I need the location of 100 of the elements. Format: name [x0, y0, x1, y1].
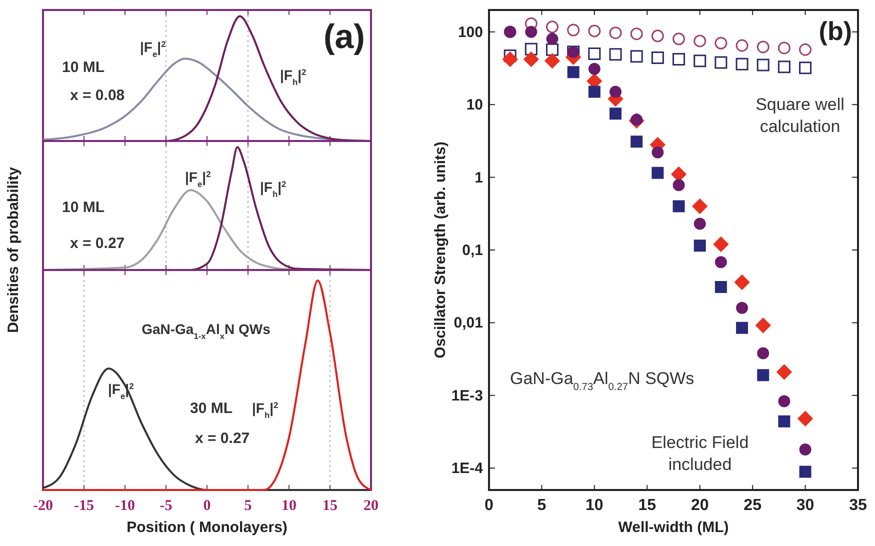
annotation: |F$_{h}$|$^{2}$	[280, 67, 307, 87]
point	[798, 410, 813, 426]
point	[757, 369, 770, 382]
point	[799, 466, 812, 478]
annotation: x = 0.08	[70, 87, 125, 104]
y-axis-title: Densities of probability	[5, 166, 22, 333]
point	[588, 24, 601, 38]
point	[652, 166, 664, 179]
x-tick-label: 5	[537, 497, 546, 514]
point	[778, 415, 790, 428]
annotation: 10 ML	[62, 199, 105, 216]
x-tick-label: 0	[203, 498, 211, 514]
x-tick-label: 15	[322, 498, 338, 514]
point	[546, 43, 559, 56]
point	[692, 198, 708, 214]
x-tick-label: 20	[364, 498, 378, 514]
point	[672, 32, 686, 46]
x-tick-label: 15	[638, 497, 656, 514]
point	[799, 444, 812, 456]
point	[609, 48, 622, 61]
y-tick-label: 0,1	[462, 242, 483, 259]
x-axis-title: Well-width (ML)	[618, 519, 729, 536]
y-tick-label: 10	[466, 96, 483, 114]
chart-title: (b)	[818, 16, 852, 46]
y-tick-label: 1E-4	[451, 460, 484, 478]
point	[799, 43, 812, 56]
point	[609, 26, 622, 40]
x-tick-label: 5	[244, 498, 252, 514]
point	[544, 53, 560, 68]
point	[652, 146, 664, 158]
point	[524, 42, 538, 56]
y-tick-label: 1E-3	[451, 387, 483, 404]
point	[694, 218, 706, 230]
chart-title: (a)	[323, 18, 365, 56]
point	[630, 50, 643, 63]
annotation: |F$_{e}$|$^{2}$	[185, 169, 212, 189]
point	[799, 62, 812, 74]
annotation: Electric Field included	[651, 433, 749, 474]
x-tick-label: 25	[744, 497, 762, 514]
x-tick-label: 30	[796, 497, 814, 514]
x-tick-label: 35	[849, 497, 867, 514]
annotation: |F$_{e}$|$^{2}$	[140, 39, 166, 59]
point	[756, 40, 770, 54]
point	[714, 56, 728, 69]
x-tick-label: 0	[484, 497, 494, 514]
annotation: |F$_{h}$|$^{2}$	[260, 179, 287, 199]
x-tick-label: -10	[115, 498, 135, 514]
point	[734, 274, 750, 290]
point	[694, 240, 706, 252]
annotation: x = 0.27	[70, 235, 125, 252]
x-tick-label: -5	[160, 498, 172, 514]
point	[567, 24, 580, 36]
point	[778, 60, 790, 74]
x-tick-label: -15	[74, 498, 94, 514]
annotation: x = 0.27	[195, 430, 250, 447]
point	[714, 256, 727, 268]
point	[502, 52, 518, 67]
point	[525, 26, 538, 38]
annotation: 30 ML	[190, 400, 233, 417]
point	[756, 58, 770, 72]
annotation: |F$_{h}$|$^{2}$	[252, 400, 279, 420]
point	[588, 62, 600, 75]
point	[671, 166, 686, 182]
x-tick-label: 10	[282, 498, 296, 514]
y-axis-title: Oscillator Strength (arb. units)	[432, 142, 449, 358]
point	[714, 280, 727, 293]
y-tick-label: 1	[474, 169, 483, 186]
point	[694, 34, 706, 48]
point	[694, 54, 706, 68]
point	[672, 53, 686, 66]
point	[630, 136, 643, 148]
point	[610, 108, 622, 120]
point	[713, 236, 729, 252]
point	[588, 48, 601, 60]
x-tick-label: -20	[33, 498, 53, 514]
point	[776, 364, 792, 380]
point	[546, 20, 559, 34]
point	[588, 86, 600, 98]
annotation: Square well calculation	[756, 95, 844, 136]
point	[651, 30, 664, 42]
point	[651, 52, 664, 64]
y-tick-label: 0,01	[454, 314, 483, 332]
point	[546, 32, 558, 45]
annotation: GaN-Ga$_{1-x}$Al$_{x}$N QWs	[142, 321, 271, 341]
point	[610, 86, 622, 98]
point	[778, 42, 790, 54]
point	[672, 200, 685, 212]
point	[736, 58, 748, 70]
point	[757, 347, 770, 360]
point	[524, 52, 539, 67]
point	[778, 395, 790, 408]
x-tick-label: 10	[586, 497, 604, 514]
point	[736, 302, 748, 314]
point	[567, 66, 580, 78]
point	[755, 318, 771, 333]
annotation: 10 ML	[62, 59, 105, 76]
y-tick-label: 100	[458, 24, 483, 41]
point	[736, 322, 748, 334]
annotation: GaN-Ga$_{0.73}$Al$_{0.27}$N SQWs	[510, 369, 694, 392]
x-tick-label: 20	[690, 497, 709, 514]
